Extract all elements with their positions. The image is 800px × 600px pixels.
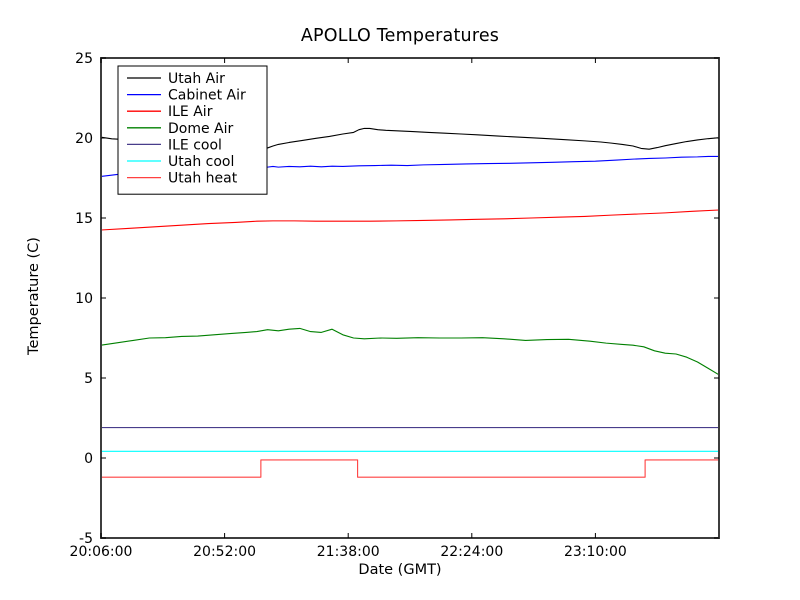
y-tick-label: 25 (75, 51, 93, 67)
x-tick-label: 22:24:00 (440, 544, 503, 560)
y-axis-ticks: -5 0 5 10 15 20 25 (75, 51, 719, 547)
legend-label-ile-air: ILE Air (168, 104, 213, 120)
y-tick-label: 0 (84, 451, 93, 467)
y-tick-label: 10 (75, 291, 93, 307)
legend-label-utah-heat: Utah heat (168, 171, 238, 187)
y-tick-label: 5 (84, 371, 93, 387)
page-title: APOLLO Temperatures (300, 26, 500, 46)
x-tick-label: 21:38:00 (317, 544, 380, 560)
x-tick-label: 20:52:00 (193, 544, 256, 560)
series-line-dome-air (100, 327, 720, 376)
legend-label-cabinet-air: Cabinet Air (168, 88, 246, 104)
legend-label-utah-air: Utah Air (168, 71, 225, 87)
legend-label-utah-cool: Utah cool (168, 154, 234, 170)
y-tick-label: -5 (79, 531, 93, 547)
legend-label-ile-cool: ILE cool (168, 137, 222, 153)
legend-box (117, 65, 268, 195)
y-tick-label: 20 (75, 131, 93, 147)
y-tick-label: 15 (75, 211, 93, 227)
x-tick-label: 20:06:00 (70, 544, 133, 560)
data-series-group (100, 127, 720, 478)
series-line-ile-air (100, 209, 720, 231)
y-axis-label: Temperature (C) (26, 237, 42, 355)
x-axis-label: Date (GMT) (358, 562, 442, 578)
x-axis-ticks: 20:06:00 20:52:00 21:38:00 22:24:00 23:10:00 (70, 58, 627, 560)
legend-label-dome-air: Dome Air (168, 121, 234, 137)
x-tick-label: 23:10:00 (564, 544, 627, 560)
series-line-utah-heat (101, 459, 719, 478)
